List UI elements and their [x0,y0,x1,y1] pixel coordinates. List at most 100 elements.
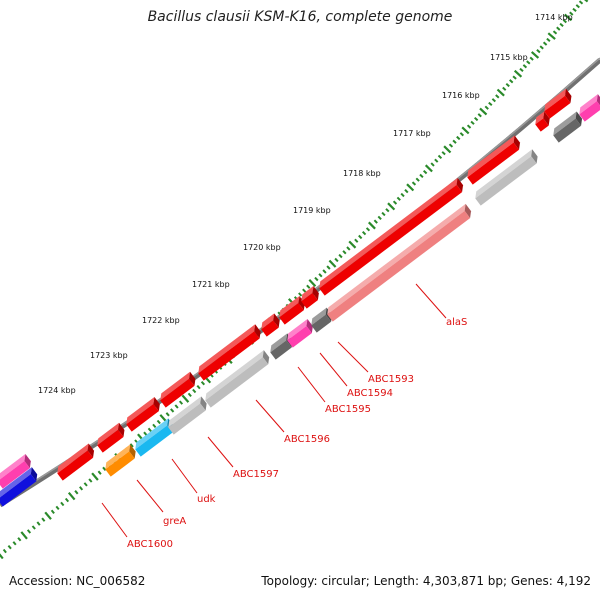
tick-mark [346,246,351,251]
tick-mark [424,164,433,173]
gene-feature [544,88,572,119]
tick-mark [358,234,363,240]
gene-feature [168,396,207,435]
tick-mark [562,19,567,24]
tick-mark [578,0,584,5]
tick-mark [165,412,170,417]
tick-mark [572,7,577,12]
gene-side-face [306,318,313,334]
tick-mark [519,67,524,73]
tick-label: 1722 kbp [142,316,180,325]
tick-mark [373,219,378,224]
gene-body [160,378,195,408]
gene-label: greA [163,516,186,527]
tick-mark [563,13,573,22]
tick-mark [419,173,424,179]
tick-mark [522,64,528,69]
tick-mark [456,135,461,141]
tick-mark [170,408,175,413]
tick-mark [156,419,161,425]
tick-mark [83,482,88,487]
tick-mark [448,143,454,148]
gene-body [475,156,537,206]
leader-line [255,399,285,433]
gene-top-face [97,422,120,446]
gene-top-face [160,371,191,401]
gene-label: ABC1595 [325,404,371,415]
gene-feature [279,295,305,325]
gene-body [279,302,304,325]
tick-mark [466,124,472,129]
gene-top-face [319,177,458,289]
tick-mark [60,501,65,507]
gene-top-face [135,418,169,450]
tick-mark [91,472,99,481]
gene-side-face [129,444,136,459]
tick-mark [12,541,17,546]
gene-top-face [287,318,308,341]
tick-mark [308,278,317,287]
gene-body [0,460,30,489]
tick-mark [328,259,337,268]
tick-mark [415,177,420,182]
gene-feature [126,396,160,432]
tick-mark [67,491,76,501]
gene-feature [198,324,261,381]
tick-mark [74,490,79,495]
accession-text: Accession: NC_006582 [9,574,146,588]
tick-mark [502,86,507,91]
gene-side-face [254,324,261,339]
tick-mark [306,284,311,289]
tick-mark [64,497,70,503]
tick-mark [547,32,556,40]
tick-mark [437,154,443,160]
gene-side-face [596,94,600,109]
gene-body [311,314,332,333]
gene-side-face [30,467,38,482]
tick-mark [354,238,359,243]
tick-mark [556,26,561,31]
tick-mark [509,79,514,84]
leader-line [136,479,164,513]
tick-mark [147,427,152,432]
gene-feature [0,453,31,489]
tick-mark [368,221,376,230]
tick-mark [196,384,201,390]
leader-line [297,366,326,403]
gene-top-face [579,94,598,115]
tick-mark [174,404,179,409]
tick-mark [488,101,493,107]
gene-side-face [513,135,521,150]
leader-line [415,283,447,319]
gene-body [535,118,549,132]
tick-mark [342,250,347,255]
gene-side-face [531,149,538,164]
tick-mark [159,414,168,423]
gene-side-face [464,203,472,219]
tick-mark [326,265,331,270]
gene-top-face [327,203,466,315]
gene-top-face [279,295,300,318]
gene-body [287,325,312,348]
gene-body [205,357,269,408]
tick-mark [406,183,415,192]
gene-top-face [544,88,567,112]
tick-mark [318,273,323,278]
tick-mark [530,51,540,59]
gene-body [168,403,206,435]
gene-feature [287,318,313,348]
tick-mark [539,45,544,50]
gene-side-face [312,285,319,301]
tick-mark [361,231,367,236]
tick-mark [430,162,435,167]
tick-mark [584,0,589,3]
gene-top-face [105,444,131,470]
tick-mark [338,253,343,259]
tick-mark [461,126,470,135]
tick-label: 1716 kbp [442,91,480,100]
tick-mark [569,11,574,16]
gene-top-face [475,149,533,199]
map-title: Bacillus clausii KSM-K16, complete genom… [147,9,453,25]
gene-top-face [261,313,275,330]
